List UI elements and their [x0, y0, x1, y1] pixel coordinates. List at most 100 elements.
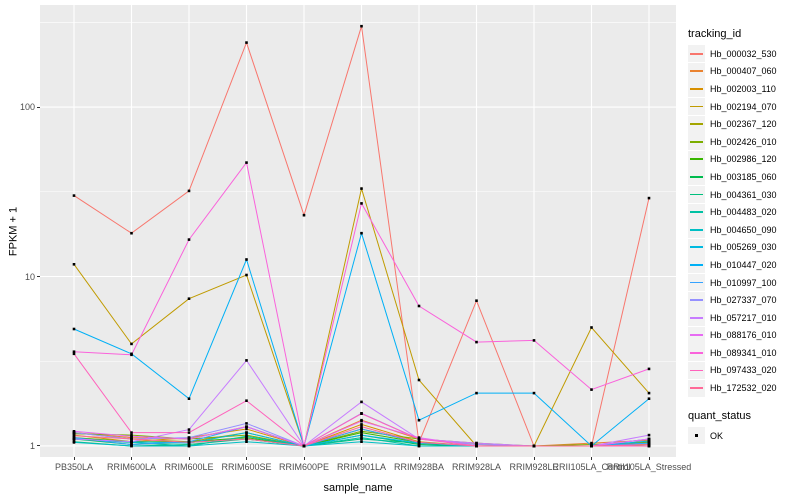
data-point	[590, 441, 593, 445]
x-tick-mark	[648, 457, 650, 460]
data-point	[647, 443, 651, 446]
data-point	[360, 24, 363, 28]
legend-item-label: Hb_097433_020	[710, 365, 777, 376]
data-point	[130, 440, 133, 443]
legend-item-label: Hb_000407_060	[710, 66, 777, 77]
data-point	[187, 436, 191, 439]
data-point	[532, 339, 536, 342]
data-point	[72, 436, 76, 439]
legend-item: Hb_000032_530	[688, 45, 798, 63]
legend-item-label: Hb_089341_010	[710, 347, 777, 358]
legend-key	[688, 168, 705, 186]
legend-item: Hb_097433_020	[688, 361, 798, 380]
legend-key-line-icon	[690, 334, 703, 337]
data-point	[360, 423, 363, 426]
data-point	[130, 231, 133, 235]
data-point	[360, 431, 363, 434]
legend-key-line-icon	[690, 246, 703, 249]
data-point	[130, 444, 133, 448]
legend-item-label: Hb_027337_070	[710, 295, 777, 306]
data-point	[245, 41, 248, 44]
data-point	[72, 430, 76, 433]
legend-item-label: Hb_002367_120	[710, 119, 777, 130]
legend-key-line-icon	[690, 123, 703, 126]
legend-key	[688, 274, 705, 292]
legend-key	[688, 309, 705, 327]
data-point	[360, 412, 363, 415]
data-point	[360, 437, 363, 441]
legend-item-label: Hb_002194_070	[710, 101, 777, 112]
data-point	[647, 441, 651, 445]
data-point	[647, 391, 651, 395]
x-tick-label: RRIM600PE	[278, 462, 330, 472]
data-point	[72, 263, 76, 266]
legend-key	[688, 186, 705, 204]
legend-item: Hb_004361_030	[688, 186, 798, 204]
legend-key-line-icon	[690, 369, 703, 372]
x-tick-label: RRIM928BA	[393, 462, 445, 472]
data-point	[187, 297, 191, 300]
data-point	[187, 428, 191, 431]
data-point	[360, 425, 363, 428]
data-point	[245, 399, 248, 402]
legend-title-quant-status: quant_status	[688, 409, 751, 422]
legend-item-label: Hb_000032_530	[710, 48, 777, 59]
legend-item-label: OK	[710, 430, 724, 441]
legend-item-label: Hb_002426_010	[710, 136, 777, 147]
data-point	[475, 441, 478, 445]
data-point	[590, 443, 593, 446]
data-point	[187, 444, 191, 448]
legend-key	[688, 98, 705, 116]
legend-item: Hb_004483_020	[688, 203, 798, 221]
data-point	[187, 238, 191, 241]
legend-item: Hb_010447_020	[688, 256, 798, 274]
legend-key-line-icon	[690, 281, 703, 284]
legend-item: Hb_057217_010	[688, 309, 798, 327]
data-point	[187, 437, 191, 441]
legend-items: Hb_000032_530 Hb_000407_060 Hb_002003_110 H…	[688, 45, 798, 397]
data-point	[647, 196, 651, 200]
data-point	[417, 444, 421, 448]
legend-key-line-icon	[690, 140, 703, 143]
legend-item-label: Hb_004361_030	[710, 189, 777, 200]
data-point	[360, 436, 363, 439]
legend-key-line-icon	[690, 316, 703, 319]
legend-item: Hb_003185_060	[688, 168, 798, 186]
data-point	[532, 444, 536, 448]
data-point	[187, 397, 191, 400]
data-point	[130, 435, 133, 438]
data-point	[417, 378, 421, 382]
data-point	[475, 391, 478, 395]
x-tick-mark	[73, 457, 75, 460]
data-point	[302, 444, 306, 448]
legend-item: Hb_088176_010	[688, 326, 798, 345]
x-tick-mark	[246, 457, 247, 460]
plot-panel	[40, 5, 676, 457]
legend-quant-status: quant_status OK	[688, 410, 798, 445]
data-point	[475, 340, 478, 344]
legend-key-line-icon	[690, 70, 703, 73]
legend-key	[688, 379, 705, 397]
legend-item-label: Hb_004650_090	[710, 224, 777, 235]
legend-item: Hb_000407_060	[688, 62, 798, 81]
data-point	[245, 437, 248, 441]
data-point	[360, 433, 363, 437]
legend-item: Hb_027337_070	[688, 291, 798, 309]
data-point	[130, 437, 133, 441]
data-point	[72, 437, 76, 441]
legend-key	[688, 221, 705, 239]
legend-key	[688, 326, 705, 344]
data-point	[360, 187, 363, 190]
legend-key-line-icon	[690, 264, 703, 266]
data-point	[72, 352, 76, 356]
data-point	[417, 304, 421, 308]
x-tick-mark	[533, 457, 535, 460]
legend-item: Hb_002986_120	[688, 150, 798, 169]
legend-key	[688, 150, 705, 168]
data-point	[647, 433, 651, 437]
point-marker-icon	[694, 433, 699, 438]
data-point	[245, 161, 248, 164]
chart-canvas	[40, 5, 676, 457]
legend-key	[688, 238, 705, 256]
